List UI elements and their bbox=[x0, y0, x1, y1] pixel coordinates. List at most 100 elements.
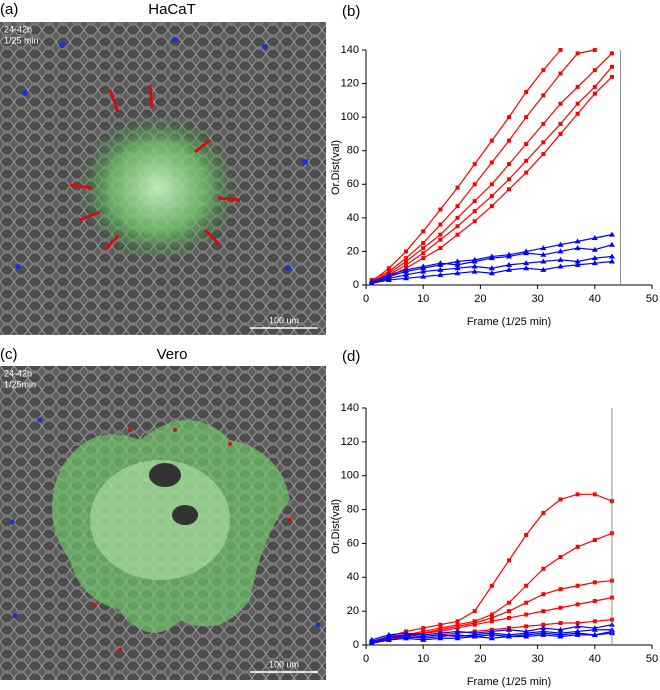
marker bbox=[575, 84, 580, 89]
marker bbox=[437, 260, 444, 266]
marker bbox=[541, 140, 546, 145]
y-tick-label: 60 bbox=[347, 178, 359, 190]
marker bbox=[541, 622, 546, 627]
marker bbox=[437, 266, 444, 272]
y-tick-label: 120 bbox=[341, 436, 359, 448]
y-tick-label: 40 bbox=[347, 571, 359, 583]
series-line bbox=[371, 49, 595, 281]
marker bbox=[454, 628, 461, 634]
marker bbox=[403, 266, 410, 272]
y-tick-label: 140 bbox=[341, 44, 359, 56]
marker bbox=[472, 209, 477, 214]
panel-title: Vero bbox=[157, 346, 188, 363]
marker bbox=[507, 115, 511, 120]
marker bbox=[523, 260, 530, 266]
marker bbox=[454, 258, 461, 264]
marker bbox=[438, 207, 443, 212]
marker bbox=[558, 121, 563, 126]
marker bbox=[488, 255, 495, 261]
marker bbox=[592, 598, 597, 603]
marker bbox=[524, 158, 529, 163]
marker bbox=[454, 261, 461, 267]
overlay-text: 1/25 min bbox=[4, 35, 39, 45]
marker bbox=[591, 260, 598, 266]
overlay-text: 24-42h bbox=[4, 24, 32, 34]
x-tick-label: 0 bbox=[363, 653, 369, 665]
marker bbox=[608, 253, 615, 259]
marker bbox=[454, 265, 461, 271]
marker bbox=[438, 222, 443, 227]
marker bbox=[592, 580, 597, 585]
marker bbox=[386, 266, 391, 271]
x-tick-label: 50 bbox=[646, 293, 658, 305]
marker bbox=[506, 626, 512, 632]
y-tick-label: 100 bbox=[341, 470, 359, 482]
marker bbox=[591, 255, 598, 261]
y-tick-label: 140 bbox=[341, 402, 359, 414]
marker bbox=[507, 558, 511, 563]
y-tick-label: 40 bbox=[347, 212, 359, 224]
marker bbox=[558, 605, 563, 610]
marker bbox=[557, 248, 564, 254]
marker bbox=[557, 241, 564, 247]
marker bbox=[540, 251, 547, 257]
marker bbox=[523, 633, 530, 639]
marker bbox=[575, 492, 580, 497]
marker bbox=[541, 121, 546, 126]
marker bbox=[574, 261, 581, 267]
marker bbox=[507, 600, 511, 605]
marker bbox=[558, 131, 563, 136]
panel-label: (a) bbox=[0, 1, 18, 18]
marker bbox=[421, 246, 426, 251]
marker bbox=[524, 142, 529, 146]
marker bbox=[574, 238, 581, 244]
marker bbox=[574, 623, 581, 629]
marker bbox=[455, 224, 460, 229]
marker bbox=[489, 204, 494, 209]
marker bbox=[540, 245, 547, 251]
marker bbox=[421, 626, 426, 631]
marker bbox=[523, 250, 530, 256]
marker bbox=[472, 609, 477, 614]
marker bbox=[540, 625, 547, 631]
marker bbox=[592, 48, 597, 52]
marker bbox=[403, 275, 410, 281]
panel-label: (c) bbox=[0, 346, 18, 363]
marker bbox=[575, 544, 580, 549]
marker bbox=[489, 182, 494, 187]
panel-label: (d) bbox=[342, 348, 360, 365]
marker bbox=[540, 631, 547, 637]
marker bbox=[421, 241, 426, 246]
marker bbox=[558, 101, 563, 106]
marker bbox=[489, 619, 494, 624]
marker bbox=[472, 162, 477, 167]
x-tick-label: 10 bbox=[417, 293, 429, 305]
y-tick-label: 0 bbox=[353, 639, 359, 651]
marker bbox=[438, 237, 443, 242]
marker bbox=[420, 263, 427, 269]
marker bbox=[524, 532, 529, 537]
marker bbox=[421, 256, 426, 261]
x-tick-label: 10 bbox=[417, 653, 429, 665]
marker bbox=[524, 624, 529, 629]
marker bbox=[507, 615, 511, 620]
marker bbox=[609, 64, 614, 69]
marker bbox=[489, 615, 494, 620]
marker bbox=[454, 631, 461, 637]
x-tick-label: 40 bbox=[589, 653, 601, 665]
marker bbox=[575, 602, 580, 607]
marker bbox=[506, 266, 512, 272]
marker bbox=[489, 138, 494, 143]
marker bbox=[489, 612, 494, 617]
y-tick-label: 20 bbox=[347, 245, 359, 257]
marker bbox=[608, 258, 615, 264]
marker bbox=[489, 583, 494, 588]
marker bbox=[507, 609, 511, 614]
marker bbox=[437, 271, 444, 277]
marker bbox=[488, 635, 495, 641]
marker bbox=[471, 633, 478, 639]
marker bbox=[557, 263, 564, 269]
marker bbox=[592, 68, 597, 73]
marker bbox=[575, 583, 580, 588]
marker bbox=[557, 256, 564, 262]
